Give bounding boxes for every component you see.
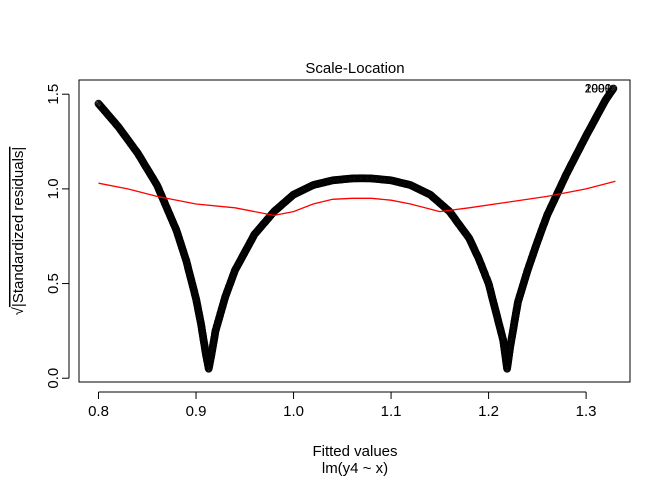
y-axis-label: √|Standardized residuals| bbox=[10, 147, 27, 316]
smooth-line bbox=[98, 180, 616, 217]
x-tick-label: 0.9 bbox=[186, 403, 207, 420]
x-tick-label: 1.0 bbox=[283, 403, 304, 420]
y-tick-label: 1.5 bbox=[45, 84, 62, 105]
point-annotation: 2000 bbox=[585, 82, 612, 96]
x-tick-label: 1.2 bbox=[478, 403, 499, 420]
x-tick-label: 1.3 bbox=[576, 403, 597, 420]
point-annotation: 2001 bbox=[585, 82, 612, 96]
point-series bbox=[94, 84, 618, 373]
y-axis: 0.0 0.5 1.0 1.5 bbox=[45, 84, 70, 389]
chart-title: Scale-Location bbox=[305, 60, 404, 77]
y-axis-label-sqrt: √ bbox=[10, 306, 27, 315]
y-tick-label: 0.0 bbox=[45, 368, 62, 389]
x-tick-label: 0.8 bbox=[88, 403, 109, 420]
point-annotation: 1999 bbox=[585, 82, 612, 96]
x-tick-label: 1.1 bbox=[381, 403, 402, 420]
x-axis-sublabel: lm(y4 ~ x) bbox=[322, 460, 388, 477]
plot-frame bbox=[78, 79, 631, 383]
x-axis-label: Fitted values bbox=[312, 443, 397, 460]
y-tick-label: 0.5 bbox=[45, 273, 62, 294]
data-point bbox=[608, 86, 616, 95]
data-point bbox=[609, 84, 618, 93]
y-axis-label-group: √|Standardized residuals| bbox=[10, 147, 27, 316]
y-tick-label: 1.0 bbox=[45, 178, 62, 199]
y-axis-label-text: |Standardized residuals| bbox=[10, 147, 27, 307]
x-axis: 0.8 0.9 1.0 1.1 1.2 1.3 bbox=[88, 391, 597, 420]
